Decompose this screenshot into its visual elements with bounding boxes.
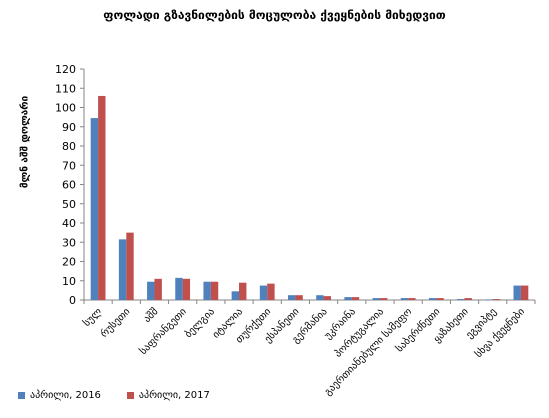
- bar-series-2: [210, 281, 219, 300]
- y-tick-label: 20: [62, 256, 76, 269]
- bar-series-2: [98, 95, 106, 300]
- bar-series-1: [203, 281, 211, 300]
- y-tick-label: 50: [62, 198, 76, 211]
- y-tick-label: 110: [55, 82, 76, 95]
- bar-series-2: [182, 278, 191, 300]
- bar-series-1: [400, 298, 409, 300]
- legend-swatch-series-2: [126, 392, 134, 399]
- chart-title: ფოლადი გზავნილების მოცულობა ქვეყნების მი…: [103, 8, 446, 22]
- bar-series-1: [428, 298, 437, 300]
- y-tick-label: 90: [62, 121, 76, 134]
- y-tick-label: 60: [62, 179, 76, 192]
- x-tick-label: სულ: [81, 305, 105, 329]
- x-tick-label: სხვა ქვეყნები: [473, 306, 527, 360]
- bar-series-1: [175, 277, 183, 300]
- bar-series-2: [436, 298, 444, 300]
- bar-series-1: [118, 239, 127, 300]
- y-tick-label: 120: [55, 63, 76, 76]
- bar-series-1: [259, 285, 268, 300]
- bar-series-2: [379, 298, 388, 300]
- y-tick-label: 40: [62, 217, 76, 230]
- x-tick-label: აშშ: [141, 306, 160, 325]
- x-tick-label: პორტუგალია: [332, 306, 386, 360]
- bar-series-2: [295, 295, 303, 300]
- legend: აპრილი, 2016 აპრილი, 2017: [18, 390, 210, 401]
- y-tick-label: 0: [69, 294, 76, 307]
- bar-series-1: [372, 298, 380, 300]
- bar-series-2: [154, 278, 162, 300]
- bar-series-2: [267, 283, 275, 300]
- bar-series-2: [323, 296, 331, 300]
- bar-series-1: [288, 295, 296, 300]
- y-tick-label: 80: [62, 140, 76, 153]
- y-tick-label: 30: [62, 236, 76, 249]
- bar-series-2: [464, 298, 472, 300]
- bar-series-1: [147, 281, 155, 300]
- bar-series-2: [239, 282, 247, 300]
- legend-entry-series-1: აპრილი, 2016: [18, 390, 101, 401]
- bar-series-1: [231, 291, 240, 300]
- bar-series-1: [513, 285, 521, 300]
- bar-series-2: [126, 232, 134, 300]
- y-tick-label: 10: [62, 275, 76, 288]
- bar-series-2: [520, 285, 529, 300]
- legend-entry-series-2: აპრილი, 2017: [126, 390, 210, 401]
- bar-series-1: [485, 299, 493, 300]
- bar-series-2: [492, 299, 501, 300]
- x-tick-label: რუსეთი: [98, 306, 132, 340]
- legend-swatch-series-1: [18, 392, 25, 399]
- bar-series-1: [316, 295, 324, 300]
- bar-series-2: [351, 297, 360, 300]
- bar-series-2: [408, 298, 416, 300]
- y-tick-label: 70: [62, 159, 76, 172]
- y-tick-label: 100: [55, 102, 76, 115]
- bar-series-1: [90, 118, 99, 301]
- legend-label-series-2: აპრილი, 2017: [138, 390, 210, 401]
- legend-label-series-1: აპრილი, 2016: [30, 390, 101, 401]
- bar-series-1: [457, 299, 465, 300]
- bar-series-1: [344, 297, 352, 300]
